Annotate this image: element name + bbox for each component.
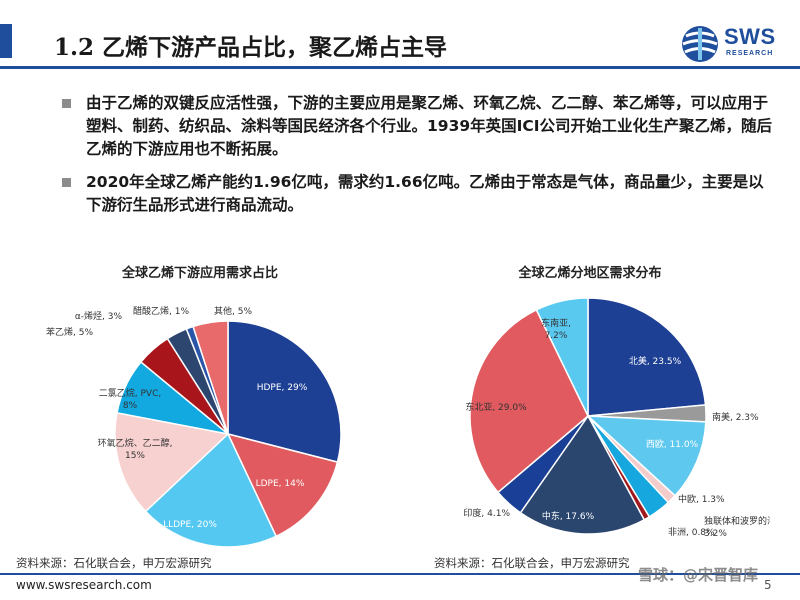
footer-rule bbox=[0, 573, 800, 575]
chart-source-note: 资料来源：石化联合会，申万宏源研究 bbox=[16, 556, 212, 570]
regional-demand-pie-chart: 全球乙烯分地区需求分布 北美, 23.5% 南美, 2.3% 西欧, 11.0% 中欧… bbox=[410, 262, 770, 552]
title-accent-block bbox=[0, 24, 12, 58]
slice-label: 中东, 17.6% bbox=[542, 510, 595, 522]
bullet-list: 由于乙烯的双键反应活性强，下游的主要应用是聚乙烯、环氧乙烷、乙二醇、苯乙烯等，可… bbox=[62, 92, 774, 227]
slice-label: 非洲, 0.8% bbox=[668, 526, 715, 538]
logo-text: SWS bbox=[724, 24, 776, 49]
bullet-item: 由于乙烯的双键反应活性强，下游的主要应用是聚乙烯、环氧乙烷、乙二醇、苯乙烯等，可… bbox=[62, 92, 774, 161]
slice-label: LLDPE, 20% bbox=[163, 520, 217, 530]
slice-label: 中欧, 1.3% bbox=[678, 493, 725, 505]
slice-label: 北美, 23.5% bbox=[629, 355, 682, 367]
slice-label: 东北亚, 29.0% bbox=[465, 401, 527, 413]
page-title: 1.2 乙烯下游产品占比，聚乙烯占主导 bbox=[54, 34, 448, 61]
slice-label: α-烯烃, 3% bbox=[75, 310, 123, 322]
slice-label: 独联体和波罗的海,3.2% bbox=[704, 515, 770, 539]
square-bullet-icon bbox=[62, 178, 71, 187]
downstream-demand-pie-chart: 全球乙烯下游应用需求占比 HDPE, 29% LDPE, 14% LLDPE, 20… bbox=[20, 262, 380, 552]
page-number: 5 bbox=[764, 578, 772, 592]
bullet-text: 由于乙烯的双键反应活性强，下游的主要应用是聚乙烯、环氧乙烷、乙二醇、苯乙烯等，可… bbox=[86, 94, 773, 158]
pie-slice-9 bbox=[192, 320, 229, 435]
pie-slice-1 bbox=[587, 297, 707, 417]
slice-label: 醋酸乙烯, 1% bbox=[133, 305, 189, 317]
watermark-text: 雪球：@宋晋智库 bbox=[638, 566, 759, 584]
slice-label: 西欧, 11.0% bbox=[646, 438, 699, 450]
pie-slice-7 bbox=[519, 414, 646, 535]
pie-svg: 北美, 23.5% 南美, 2.3% 西欧, 11.0% 中欧, 1.3% 独联体和波罗… bbox=[463, 297, 770, 539]
slice-label: 南美, 2.3% bbox=[712, 411, 759, 423]
pie-slice-4 bbox=[114, 411, 230, 513]
pie-slice-1 bbox=[227, 320, 342, 464]
sws-logo: SWS RESEARCH bbox=[680, 24, 792, 68]
slice-label: HDPE, 29% bbox=[257, 383, 308, 393]
slice-label: 环氧乙烷、乙二醇, 15% bbox=[98, 437, 173, 461]
chart-source-note: 资料来源：石化联合会，申万宏源研究 bbox=[434, 556, 630, 570]
logo-subtext: RESEARCH bbox=[726, 50, 774, 57]
footer-url: www.swsresearch.com bbox=[16, 578, 152, 592]
square-bullet-icon bbox=[62, 99, 71, 108]
pie-slice-3 bbox=[585, 415, 707, 497]
title-rule bbox=[0, 66, 800, 69]
pie-slice-3 bbox=[144, 432, 278, 548]
slice-label: 二氯乙烷, PVC, 8% bbox=[99, 387, 161, 411]
title-bar: 1.2 乙烯下游产品占比，聚乙烯占主导 SWS RESEARCH bbox=[0, 8, 800, 64]
slice-label: 东南亚, 7.2% bbox=[541, 317, 571, 341]
chart-title: 全球乙烯下游应用需求占比 bbox=[121, 266, 278, 281]
slice-label: 其他, 5% bbox=[214, 305, 252, 317]
bullet-item: 2020年全球乙烯产能约1.96亿吨，需求约1.66亿吨。乙烯由于常态是气体，商… bbox=[62, 171, 774, 217]
pie-slice-10 bbox=[535, 297, 589, 417]
logo-globe-icon bbox=[682, 26, 718, 62]
pie-svg: HDPE, 29% LDPE, 14% LLDPE, 20% 环氧乙烷、乙二醇, 15%… bbox=[46, 305, 342, 548]
slice-label: 印度, 4.1% bbox=[463, 507, 510, 519]
chart-title: 全球乙烯分地区需求分布 bbox=[518, 266, 662, 281]
bullet-text: 2020年全球乙烯产能约1.96亿吨，需求约1.66亿吨。乙烯由于常态是气体，商… bbox=[86, 173, 764, 214]
slice-label: LDPE, 14% bbox=[256, 479, 305, 489]
pie-slice-2 bbox=[226, 432, 339, 538]
slice-label: 苯乙烯, 5% bbox=[46, 326, 93, 338]
